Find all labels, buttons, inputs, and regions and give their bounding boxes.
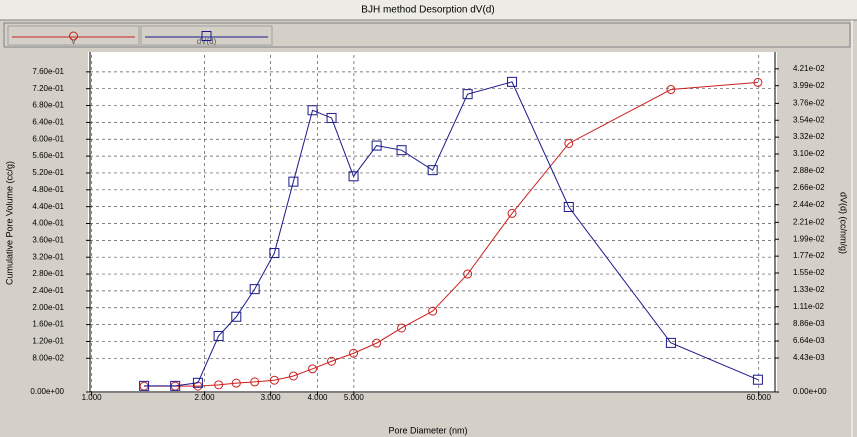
data-point: [428, 306, 438, 316]
y-tick-label: 4.00e-01: [32, 219, 64, 228]
y-tick-label: 6.00e-01: [32, 134, 64, 143]
y-tick-label: 5.20e-01: [32, 168, 64, 177]
y-tick-label: 5.60e-01: [32, 151, 64, 160]
x-tick-label: 5.000: [344, 393, 365, 402]
y-tick-label: 2.40e-01: [32, 286, 64, 295]
data-point: [214, 380, 224, 390]
data-point: [507, 208, 517, 218]
title-bar: [0, 0, 857, 20]
data-point: [372, 338, 382, 348]
y2-tick-label: 2.66e-02: [793, 183, 825, 192]
y2-tick-label: 3.76e-02: [793, 98, 825, 107]
legend-box: [7, 25, 140, 46]
y-tick-label: 2.00e-01: [32, 303, 64, 312]
data-point: [666, 85, 676, 95]
data-point: [348, 171, 359, 182]
y-tick-label: 0.00e+00: [30, 387, 64, 396]
x-tick-label: 4.000: [307, 393, 328, 402]
data-point: [371, 140, 382, 151]
y2-tick-label: 4.21e-02: [793, 64, 825, 73]
data-point: [427, 165, 438, 176]
data-point: [564, 138, 574, 148]
data-point: [213, 330, 224, 341]
y-tick-label: 7.20e-01: [32, 84, 64, 93]
data-point: [269, 375, 279, 385]
data-point: [396, 145, 407, 156]
series-line: [144, 81, 758, 387]
legend-marker: [69, 31, 78, 41]
plot-area: [88, 52, 777, 393]
y2-tick-label: 1.55e-02: [793, 268, 825, 277]
y-tick-label: 1.60e-01: [32, 320, 64, 329]
y-axis-label: Cumulative Pore Volume (cc/g): [4, 161, 14, 285]
y2-axis-label: dV(d) (cc/nm/g): [839, 192, 849, 254]
data-point: [231, 311, 242, 322]
y2-tick-label: 3.54e-02: [793, 115, 825, 124]
y2-tick-label: 0.00e+00: [793, 387, 827, 396]
data-point: [753, 77, 763, 87]
x-axis-label: Pore Diameter (nm): [388, 425, 467, 435]
y2-tick-label: 8.86e-03: [793, 319, 825, 328]
y2-tick-label: 4.43e-03: [793, 353, 825, 362]
y2-tick-label: 1.99e-02: [793, 234, 825, 243]
legend-label: dV(d): [197, 37, 217, 46]
y-tick-label: 3.20e-01: [32, 252, 64, 261]
data-point: [139, 380, 150, 391]
legend-marker: [201, 31, 212, 41]
data-point: [665, 337, 676, 348]
y2-tick-label: 2.44e-02: [793, 200, 825, 209]
y-tick-label: 3.60e-01: [32, 235, 64, 244]
series-line: [144, 81, 759, 387]
data-point: [308, 364, 318, 374]
y-tick-label: 2.80e-01: [32, 269, 64, 278]
data-point: [563, 201, 574, 212]
data-point: [170, 380, 181, 391]
y2-tick-label: 3.32e-02: [793, 132, 825, 141]
y-tick-label: 8.00e-02: [32, 353, 64, 362]
y2-tick-label: 6.64e-03: [793, 336, 825, 345]
x-tick-label: 3.000: [261, 393, 282, 402]
data-point: [507, 76, 518, 87]
y2-tick-label: 1.33e-02: [793, 285, 825, 294]
y-tick-label: 6.80e-01: [32, 101, 64, 110]
y-tick-label: 7.60e-01: [32, 67, 64, 76]
data-point: [327, 356, 337, 366]
chart-title: BJH method Desorption dV(d): [361, 5, 494, 16]
data-point: [269, 248, 280, 259]
data-point: [397, 323, 407, 333]
data-point: [462, 89, 473, 100]
y2-tick-label: 1.11e-02: [793, 302, 825, 311]
y2-tick-label: 2.88e-02: [793, 166, 825, 175]
y2-tick-label: 1.77e-02: [793, 251, 825, 260]
legend-label: V: [71, 37, 77, 46]
legend-box: [140, 25, 273, 46]
data-point: [307, 105, 318, 116]
y2-tick-label: 3.99e-02: [793, 81, 825, 90]
y-tick-label: 1.20e-01: [32, 337, 64, 346]
data-point: [192, 377, 203, 388]
data-point: [326, 112, 337, 123]
x-tick-label: 2.000: [195, 393, 216, 402]
y-tick-label: 4.80e-01: [32, 185, 64, 194]
data-point: [250, 377, 260, 387]
data-point: [288, 176, 299, 187]
data-point: [463, 269, 473, 279]
x-tick-label: 60.000: [746, 393, 771, 402]
y2-tick-label: 3.10e-02: [793, 149, 825, 158]
data-point: [349, 348, 359, 358]
data-point: [249, 284, 260, 295]
legend-panel: [3, 22, 851, 48]
y-tick-label: 4.40e-01: [32, 202, 64, 211]
data-point: [288, 371, 298, 381]
data-point: [752, 374, 763, 385]
y2-tick-label: 2.21e-02: [793, 217, 825, 226]
y-tick-label: 6.40e-01: [32, 118, 64, 127]
x-tick-label: 1.000: [82, 393, 103, 402]
data-point: [231, 378, 241, 388]
